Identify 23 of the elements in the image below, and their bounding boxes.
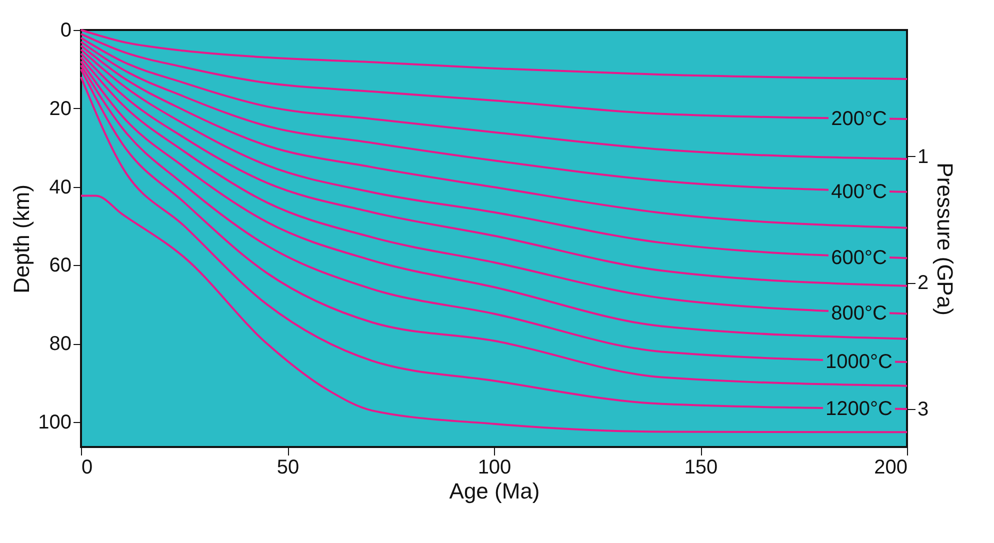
y-tick-label: 20 (49, 98, 72, 120)
y-tick-label: 100 (38, 411, 72, 434)
y2-tick-label: 2 (918, 272, 929, 294)
series-label: 1000°C (826, 350, 892, 373)
y-tick-label: 60 (49, 254, 72, 277)
x-tick-label: 150 (684, 456, 718, 478)
series-label: 1200°C (826, 398, 892, 420)
x-tick-label: 100 (478, 456, 512, 478)
x-tick-label: 200 (874, 456, 908, 478)
series-label: 400°C (831, 180, 887, 203)
x-tick-label: 50 (276, 456, 300, 478)
x-axis-title: Age (Ma) (449, 478, 540, 504)
y2-axis-title: Pressure (GPa) (932, 162, 958, 316)
y2-tick-label: 1 (918, 146, 929, 168)
series-label: 600°C (831, 247, 887, 270)
y-axis-title: Depth (km) (9, 184, 34, 294)
y-tick-label: 80 (49, 333, 72, 356)
y-tick-label: 40 (49, 176, 72, 198)
y-tick-label: 0 (60, 20, 72, 42)
series-label: 800°C (831, 302, 887, 325)
x-tick-label: 0 (82, 456, 93, 478)
series-label: 200°C (831, 108, 887, 130)
y2-tick-label: 3 (918, 398, 929, 421)
